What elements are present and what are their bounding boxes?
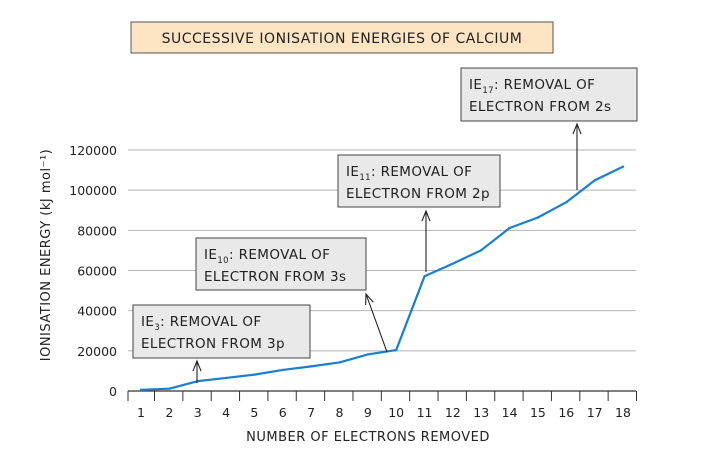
y-tick-label: 20000 (77, 344, 117, 359)
x-tick-label: 3 (194, 405, 202, 420)
data-point (309, 365, 313, 368)
y-tick-label: 100000 (69, 183, 117, 198)
x-tick-label: 7 (307, 405, 315, 420)
data-point (253, 373, 256, 376)
data-point (338, 361, 341, 364)
data-point (281, 368, 284, 372)
data-point (394, 348, 398, 352)
callout-box (132, 304, 311, 359)
x-tick-label: 9 (364, 405, 372, 420)
callout-ie17: IE17: REMOVAL OF ELECTRON FROM 2s (460, 67, 638, 190)
x-tick-label: 15 (530, 405, 546, 420)
callout-line2: ELECTRON FROM 3s (204, 269, 346, 285)
y-axis-label: IONISATION ENERGY (kJ mol⁻¹) (39, 149, 54, 362)
x-tick-label: 18 (615, 405, 631, 420)
chart-title: SUCCESSIVE IONISATION ENERGIES OF CALCIU… (162, 31, 523, 47)
y-tick-label: 120000 (69, 143, 117, 158)
data-point (593, 179, 596, 182)
arrowhead-icon (365, 292, 374, 306)
x-tick-label: 5 (250, 405, 258, 420)
data-points (139, 165, 625, 392)
x-tick-label: 1 (137, 405, 145, 420)
data-point (139, 388, 143, 392)
callout-line2: ELECTRON FROM 2p (346, 186, 490, 202)
data-point (480, 248, 483, 252)
y-axis-ticks: 0 20000 40000 60000 80000 100000 120000 (69, 143, 117, 399)
callout-ie3: IE3: REMOVAL OF ELECTRON FROM 3p (132, 304, 311, 383)
callout-line1: IE11: REMOVAL OF (346, 164, 472, 183)
x-tick-label: 10 (388, 405, 404, 420)
x-tick-label: 14 (502, 405, 518, 420)
data-point (423, 275, 426, 278)
data-point (565, 201, 568, 204)
x-tick-label: 12 (445, 405, 461, 420)
data-point (168, 387, 171, 390)
arrowhead-icon (572, 122, 582, 135)
callout-line2: ELECTRON FROM 2s (469, 99, 611, 115)
callout-line2: ELECTRON FROM 3p (141, 336, 285, 352)
data-point (536, 216, 540, 219)
data-point (621, 165, 625, 168)
x-tick-label: 8 (335, 405, 343, 420)
x-tick-label: 13 (473, 405, 489, 420)
data-point (508, 226, 511, 230)
arrow-icon (365, 293, 388, 353)
callout-box (460, 67, 638, 122)
callout-box (337, 154, 501, 208)
callout-ie10: IE10: REMOVAL OF ELECTRON FROM 3s (195, 237, 388, 353)
data-point (451, 262, 455, 265)
y-tick-label: 0 (109, 384, 117, 399)
callout-line1: IE10: REMOVAL OF (204, 247, 330, 266)
x-tick-label: 2 (165, 405, 173, 420)
arrowhead-icon (192, 359, 202, 372)
x-tick-label: 17 (587, 405, 603, 420)
callout-ie11: IE11: REMOVAL OF ELECTRON FROM 2p (337, 154, 501, 272)
x-tick-label: 4 (222, 405, 230, 420)
title-box: SUCCESSIVE IONISATION ENERGIES OF CALCIU… (130, 21, 554, 54)
y-tick-label: 60000 (77, 264, 117, 279)
series-line (140, 165, 624, 391)
y-tick-label: 80000 (77, 223, 117, 238)
x-axis-ticks: 1 2 3 4 5 6 7 8 9 10 11 12 13 14 15 16 17 18 (127, 391, 637, 420)
callout-line1: IE17: REMOVAL OF (469, 77, 595, 96)
x-axis-label: NUMBER OF ELECTRONS REMOVED (246, 430, 490, 445)
x-tick-label: 16 (558, 405, 574, 420)
arrowhead-icon (421, 209, 431, 222)
data-point (366, 353, 370, 356)
x-tick-label: 6 (279, 405, 287, 420)
callout-line1: IE3: REMOVAL OF (141, 314, 262, 333)
data-point (224, 376, 228, 380)
callout-box (195, 237, 367, 291)
y-tick-label: 40000 (77, 304, 117, 319)
x-tick-label: 11 (417, 405, 433, 420)
